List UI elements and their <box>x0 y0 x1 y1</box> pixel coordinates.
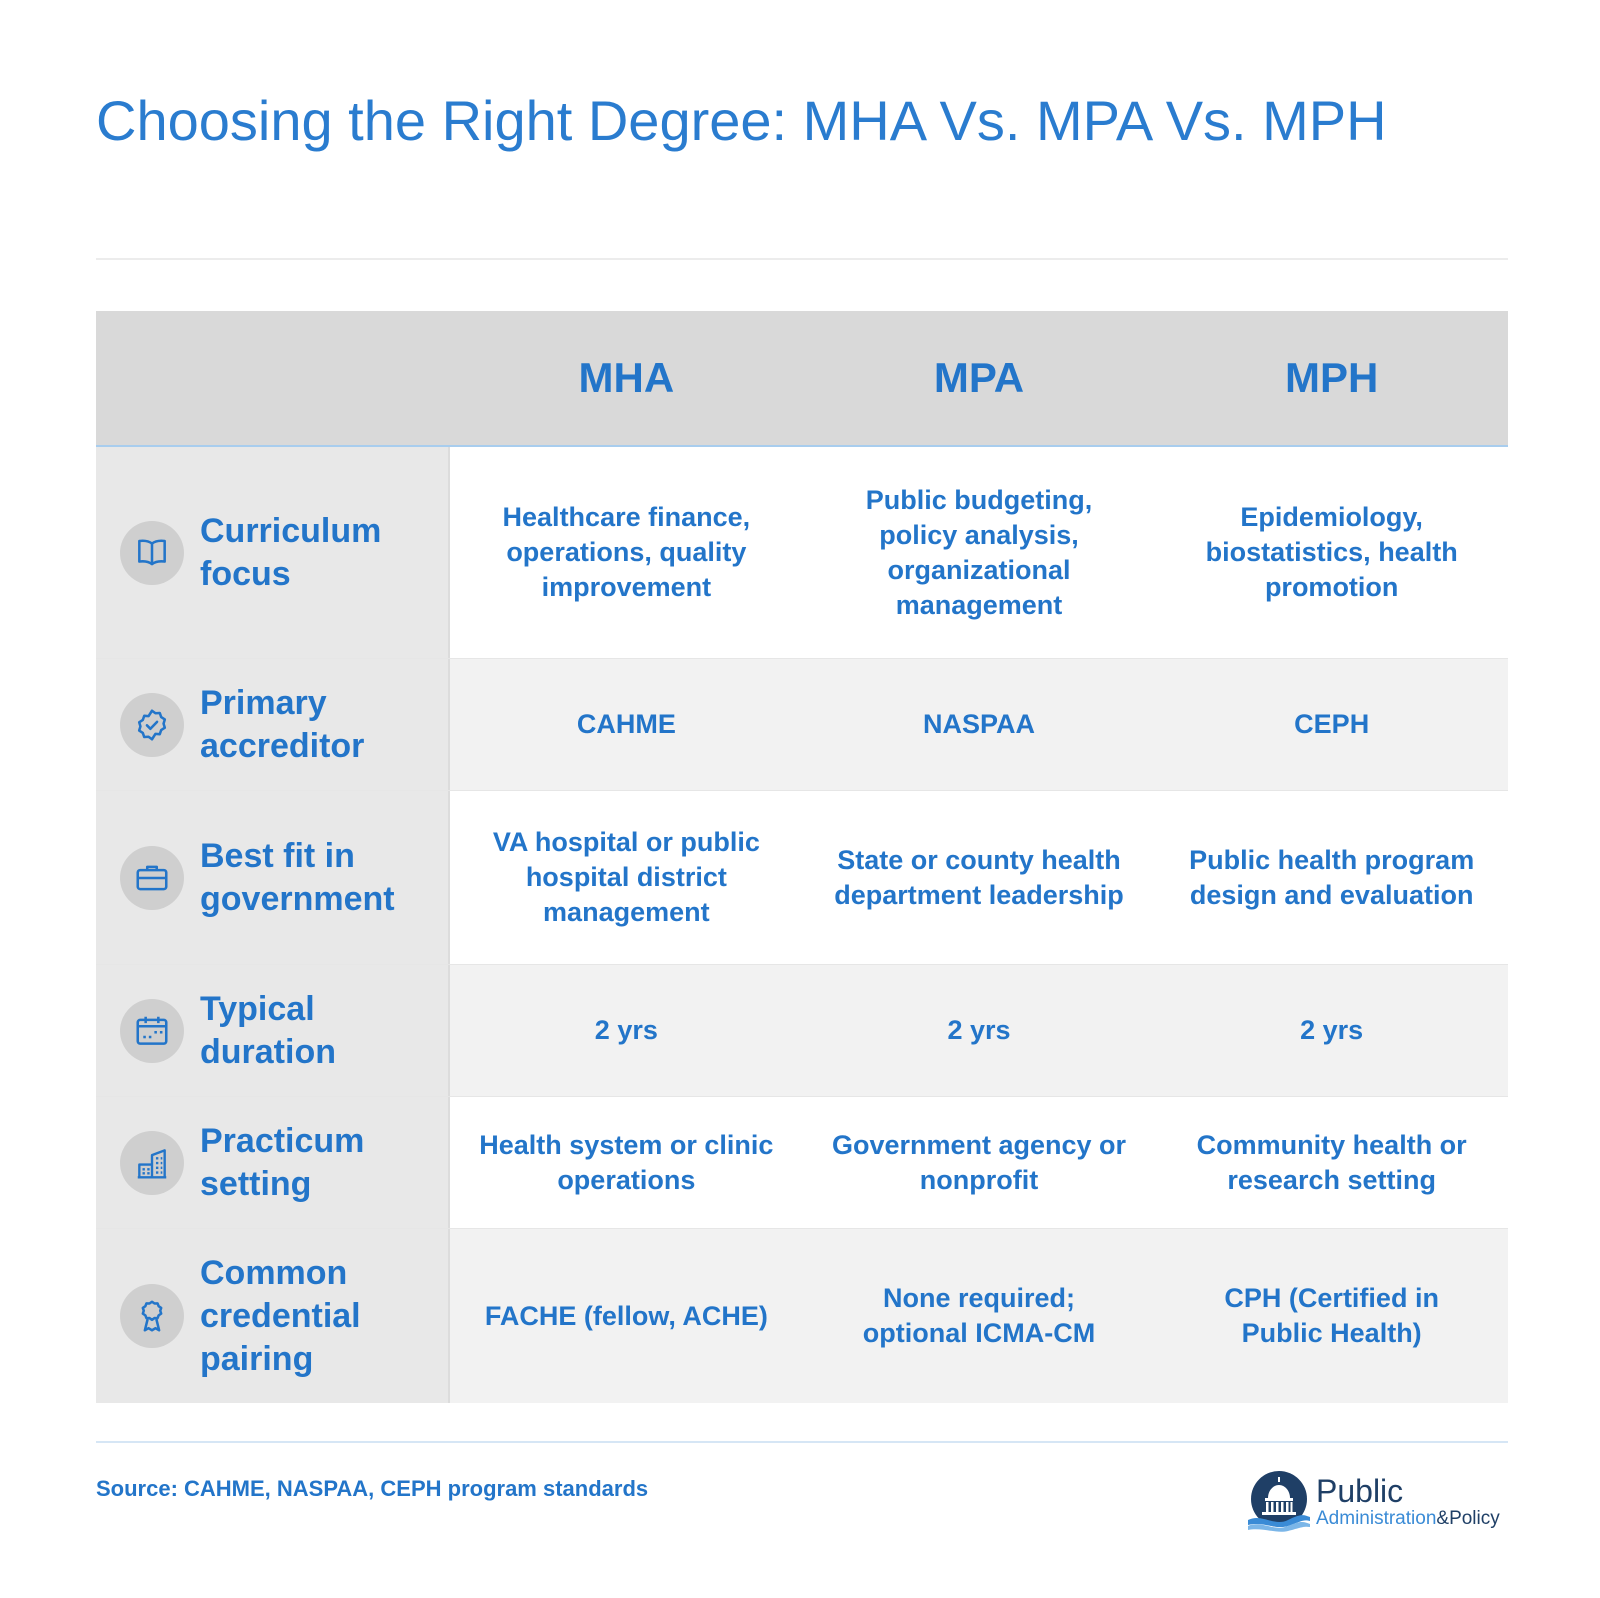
logo-wordmark-public: Public <box>1316 1472 1404 1509</box>
row-label: Curriculum focus <box>200 511 382 593</box>
table-row: Typical duration 2 yrs 2 yrs 2 yrs <box>96 965 1509 1097</box>
award-ribbon-icon <box>120 1284 184 1348</box>
row-header: Typical duration <box>96 965 450 1096</box>
badge-check-icon <box>120 692 184 757</box>
cell-mpa: None required; optional ICMA-CM <box>802 1229 1156 1403</box>
footer-divider <box>96 1441 1508 1443</box>
cell-mha: CAHME <box>450 659 803 790</box>
cell-mph: Public health program design and evaluat… <box>1155 791 1509 964</box>
header-corner <box>96 311 450 445</box>
table-header: MHA MPA MPH <box>96 311 1508 447</box>
logo-word-administration: Administration <box>1316 1507 1437 1529</box>
row-label: Primary accreditor <box>200 683 365 765</box>
cell-mph: Community health or research setting <box>1155 1097 1509 1228</box>
page-title: Choosing the Right Degree: MHA Vs. MPA V… <box>96 89 1387 152</box>
cell-mha: Healthcare finance, operations, quality … <box>450 447 803 658</box>
row-label: Best fit in government <box>200 836 395 918</box>
cell-mpa: Public budgeting, policy analysis, organ… <box>802 447 1156 658</box>
cell-mpa: Government agency or nonprofit <box>802 1097 1156 1228</box>
table-row: Common credential pairing FACHE (fellow,… <box>96 1229 1509 1403</box>
row-header: Practicum setting <box>96 1097 450 1228</box>
row-label: Common credential pairing <box>200 1253 361 1378</box>
row-label: Practicum setting <box>200 1121 365 1203</box>
row-header: Common credential pairing <box>96 1229 450 1403</box>
row-header: Primary accreditor <box>96 659 450 790</box>
brand-logo: Public Administration&Policy <box>1246 1466 1508 1536</box>
column-header-mha: MHA <box>578 354 675 401</box>
cell-mpa: State or county health department leader… <box>802 791 1156 964</box>
cell-mha: FACHE (fellow, ACHE) <box>450 1229 803 1403</box>
row-header: Curriculum focus <box>96 447 450 658</box>
briefcase-icon <box>120 845 184 910</box>
cell-mph: 2 yrs <box>1155 965 1509 1096</box>
logo-word-policy: &Policy <box>1436 1507 1500 1529</box>
logo-wordmark-subtitle: Administration&Policy <box>1316 1509 1500 1528</box>
book-icon <box>120 520 184 585</box>
column-header-mph: MPH <box>1285 354 1379 401</box>
table-row: Best fit in government VA hospital or pu… <box>96 791 1509 965</box>
buildings-icon <box>120 1130 184 1195</box>
title-divider <box>96 258 1508 260</box>
cell-mpa: NASPAA <box>802 659 1156 790</box>
row-header: Best fit in government <box>96 791 450 964</box>
cell-mha: VA hospital or public hospital district … <box>450 791 803 964</box>
calendar-icon <box>120 998 184 1063</box>
capitol-dome-icon <box>1248 1471 1310 1532</box>
comparison-table: MHA MPA MPH Curriculum focus Healthcare … <box>96 311 1509 1403</box>
column-header-mpa: MPA <box>933 354 1025 401</box>
cell-mha: Health system or clinic operations <box>450 1097 803 1228</box>
source-note: Source: CAHME, NASPAA, CEPH program stan… <box>96 1476 649 1501</box>
table-row: Primary accreditor CAHME NASPAA CEPH <box>96 659 1509 791</box>
cell-mph: Epidemiology, biostatistics, health prom… <box>1155 447 1509 658</box>
cell-mpa: 2 yrs <box>802 965 1156 1096</box>
cell-mph: CEPH <box>1155 659 1509 790</box>
table-row: Practicum setting Health system or clini… <box>96 1097 1509 1229</box>
table-row: Curriculum focus Healthcare finance, ope… <box>96 447 1509 659</box>
cell-mph: CPH (Certified in Public Health) <box>1155 1229 1509 1403</box>
cell-mha: 2 yrs <box>450 965 803 1096</box>
row-label: Typical duration <box>200 989 336 1071</box>
